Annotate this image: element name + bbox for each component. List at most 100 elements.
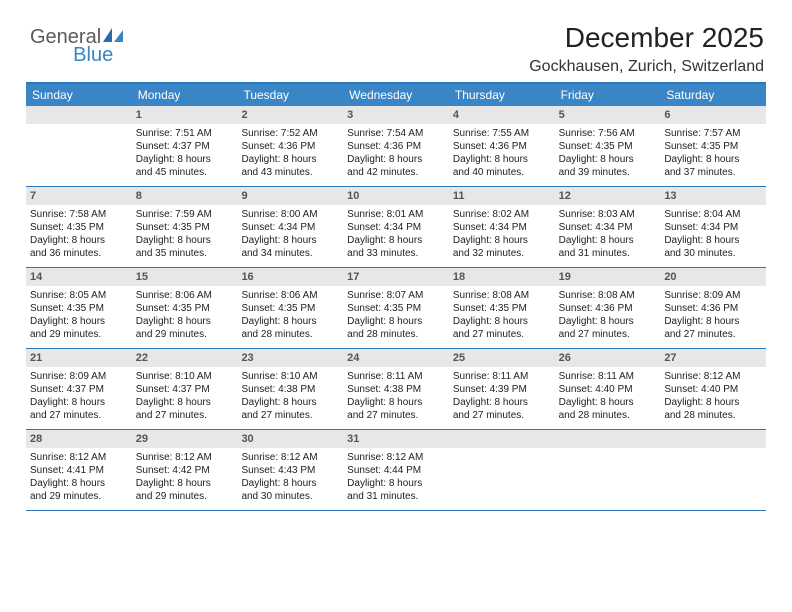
daylight1-text: Daylight: 8 hours: [241, 153, 339, 166]
daylight1-text: Daylight: 8 hours: [136, 234, 234, 247]
location-subtitle: Gockhausen, Zurich, Switzerland: [529, 58, 764, 76]
sunrise-text: Sunrise: 7:55 AM: [453, 127, 551, 140]
day-number: 30: [237, 430, 343, 448]
day-number: 29: [132, 430, 238, 448]
daylight2-text: and 27 minutes.: [241, 409, 339, 422]
daylight2-text: and 31 minutes.: [559, 247, 657, 260]
daylight1-text: Daylight: 8 hours: [136, 396, 234, 409]
daylight1-text: Daylight: 8 hours: [241, 234, 339, 247]
day-number: 21: [26, 349, 132, 367]
daylight1-text: Daylight: 8 hours: [453, 396, 551, 409]
sunrise-text: Sunrise: 8:03 AM: [559, 208, 657, 221]
day-number: 8: [132, 187, 238, 205]
sunrise-text: Sunrise: 8:12 AM: [241, 451, 339, 464]
day-cell: .: [555, 430, 661, 510]
day-cell: 30 Sunrise: 8:12 AMSunset: 4:43 PMDayligh…: [237, 430, 343, 510]
daylight1-text: Daylight: 8 hours: [664, 315, 762, 328]
sunset-text: Sunset: 4:43 PM: [241, 464, 339, 477]
day-header: Saturday: [660, 84, 766, 106]
day-header: Wednesday: [343, 84, 449, 106]
day-cell: 8Sunrise: 7:59 AMSunset: 4:35 PMDaylight…: [132, 187, 238, 267]
daylight1-text: Daylight: 8 hours: [136, 153, 234, 166]
sunrise-text: Sunrise: 8:11 AM: [453, 370, 551, 383]
day-cell: 16Sunrise: 8:06 AMSunset: 4:35 PMDayligh…: [237, 268, 343, 348]
daylight2-text: and 37 minutes.: [664, 166, 762, 179]
day-cell: .: [26, 106, 132, 186]
sunset-text: Sunset: 4:35 PM: [30, 221, 128, 234]
day-number: 15: [132, 268, 238, 286]
sunrise-text: Sunrise: 8:00 AM: [241, 208, 339, 221]
sunset-text: Sunset: 4:35 PM: [664, 140, 762, 153]
sunset-text: Sunset: 4:34 PM: [559, 221, 657, 234]
day-cell: 18Sunrise: 8:08 AMSunset: 4:35 PMDayligh…: [449, 268, 555, 348]
daylight2-text: and 31 minutes.: [347, 490, 445, 503]
day-header: Sunday: [26, 84, 132, 106]
day-number: 1: [132, 106, 238, 124]
daylight2-text: and 40 minutes.: [453, 166, 551, 179]
daylight1-text: Daylight: 8 hours: [241, 477, 339, 490]
day-number: 9: [237, 187, 343, 205]
sunrise-text: Sunrise: 8:12 AM: [30, 451, 128, 464]
day-cell: 11Sunrise: 8:02 AMSunset: 4:34 PMDayligh…: [449, 187, 555, 267]
daylight1-text: Daylight: 8 hours: [347, 315, 445, 328]
daylight1-text: Daylight: 8 hours: [664, 153, 762, 166]
sunrise-text: Sunrise: 8:06 AM: [136, 289, 234, 302]
sunset-text: Sunset: 4:35 PM: [241, 302, 339, 315]
day-cell: 13Sunrise: 8:04 AMSunset: 4:34 PMDayligh…: [660, 187, 766, 267]
sunset-text: Sunset: 4:36 PM: [241, 140, 339, 153]
page-title: December 2025: [565, 22, 764, 54]
daylight1-text: Daylight: 8 hours: [453, 153, 551, 166]
sunrise-text: Sunrise: 7:51 AM: [136, 127, 234, 140]
logo: General Blue: [30, 26, 163, 49]
daylight1-text: Daylight: 8 hours: [136, 315, 234, 328]
day-number: 12: [555, 187, 661, 205]
day-number: 26: [555, 349, 661, 367]
daylight1-text: Daylight: 8 hours: [30, 315, 128, 328]
daylight2-text: and 43 minutes.: [241, 166, 339, 179]
daylight1-text: Daylight: 8 hours: [241, 396, 339, 409]
week-row: 28Sunrise: 8:12 AMSunset: 4:41 PMDayligh…: [26, 430, 766, 511]
sunset-text: Sunset: 4:36 PM: [559, 302, 657, 315]
daylight2-text: and 42 minutes.: [347, 166, 445, 179]
sunset-text: Sunset: 4:35 PM: [347, 302, 445, 315]
week-row: 21Sunrise: 8:09 AMSunset: 4:37 PMDayligh…: [26, 349, 766, 430]
sunset-text: Sunset: 4:34 PM: [241, 221, 339, 234]
day-cell: 9 Sunrise: 8:00 AMSunset: 4:34 PMDaylight…: [237, 187, 343, 267]
sunset-text: Sunset: 4:37 PM: [30, 383, 128, 396]
sunset-text: Sunset: 4:36 PM: [347, 140, 445, 153]
daylight2-text: and 30 minutes.: [664, 247, 762, 260]
day-number: 2: [237, 106, 343, 124]
day-cell: 27Sunrise: 8:12 AMSunset: 4:40 PMDayligh…: [660, 349, 766, 429]
day-cell: 20Sunrise: 8:09 AMSunset: 4:36 PMDayligh…: [660, 268, 766, 348]
day-number: 24: [343, 349, 449, 367]
sunrise-text: Sunrise: 8:10 AM: [136, 370, 234, 383]
sunset-text: Sunset: 4:40 PM: [559, 383, 657, 396]
day-cell: 14Sunrise: 8:05 AMSunset: 4:35 PMDayligh…: [26, 268, 132, 348]
daylight2-text: and 29 minutes.: [30, 490, 128, 503]
day-cell: 1Sunrise: 7:51 AMSunset: 4:37 PMDaylight…: [132, 106, 238, 186]
logo-sail-icon: [103, 28, 123, 42]
sunset-text: Sunset: 4:38 PM: [347, 383, 445, 396]
day-number: 13: [660, 187, 766, 205]
day-cell: 24Sunrise: 8:11 AMSunset: 4:38 PMDayligh…: [343, 349, 449, 429]
sunrise-text: Sunrise: 8:08 AM: [453, 289, 551, 302]
day-number: 22: [132, 349, 238, 367]
day-number: 10: [343, 187, 449, 205]
daylight2-text: and 36 minutes.: [30, 247, 128, 260]
logo-text-blue: Blue: [73, 44, 113, 67]
daylight2-text: and 39 minutes.: [559, 166, 657, 179]
daylight2-text: and 33 minutes.: [347, 247, 445, 260]
day-cell: 19Sunrise: 8:08 AMSunset: 4:36 PMDayligh…: [555, 268, 661, 348]
sunset-text: Sunset: 4:34 PM: [347, 221, 445, 234]
day-cell: 31Sunrise: 8:12 AMSunset: 4:44 PMDayligh…: [343, 430, 449, 510]
day-cell: 28Sunrise: 8:12 AMSunset: 4:41 PMDayligh…: [26, 430, 132, 510]
day-cell: 15Sunrise: 8:06 AMSunset: 4:35 PMDayligh…: [132, 268, 238, 348]
calendar: SundayMondayTuesdayWednesdayThursdayFrid…: [26, 82, 766, 511]
day-number: 3: [343, 106, 449, 124]
sunrise-text: Sunrise: 7:57 AM: [664, 127, 762, 140]
sunrise-text: Sunrise: 8:04 AM: [664, 208, 762, 221]
sunset-text: Sunset: 4:40 PM: [664, 383, 762, 396]
day-number: .: [555, 430, 661, 448]
daylight2-text: and 27 minutes.: [30, 409, 128, 422]
sunrise-text: Sunrise: 8:11 AM: [347, 370, 445, 383]
